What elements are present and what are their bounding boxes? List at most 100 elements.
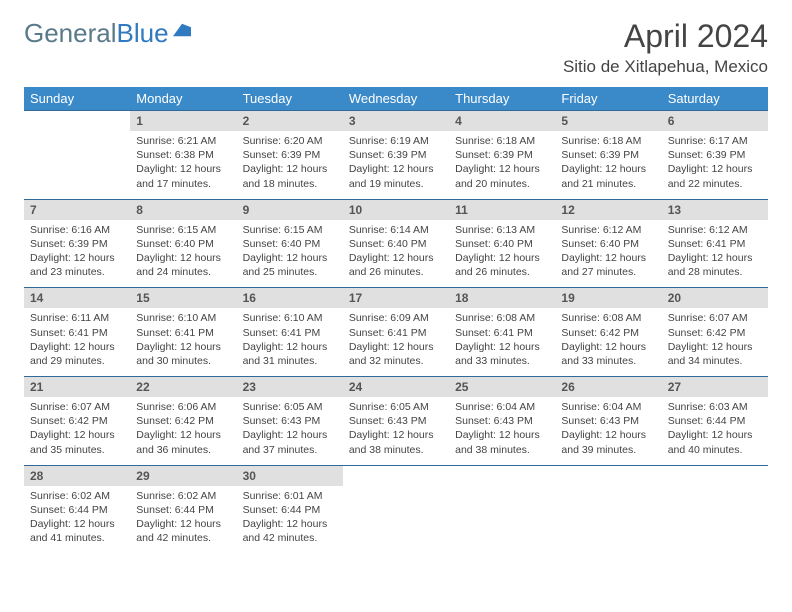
sunset-line: Sunset: 6:42 PM <box>668 326 762 340</box>
daylight-line: Daylight: 12 hours and 38 minutes. <box>349 428 443 456</box>
daylight-line: Daylight: 12 hours and 39 minutes. <box>561 428 655 456</box>
daylight-line: Daylight: 12 hours and 33 minutes. <box>561 340 655 368</box>
sunrise-line: Sunrise: 6:03 AM <box>668 400 762 414</box>
content-row: Sunrise: 6:07 AMSunset: 6:42 PM Daylight:… <box>24 397 768 465</box>
sunrise-line: Sunrise: 6:15 AM <box>243 223 337 237</box>
sunrise-line: Sunrise: 6:10 AM <box>136 311 230 325</box>
sunset-line: Sunset: 6:41 PM <box>136 326 230 340</box>
daylight-line: Daylight: 12 hours and 33 minutes. <box>455 340 549 368</box>
sunrise-line: Sunrise: 6:16 AM <box>30 223 124 237</box>
daylight-line: Daylight: 12 hours and 37 minutes. <box>243 428 337 456</box>
sunset-line: Sunset: 6:43 PM <box>455 414 549 428</box>
day-cell: Sunrise: 6:04 AMSunset: 6:43 PMDaylight:… <box>555 397 661 465</box>
empty-cell <box>449 486 555 554</box>
sunset-line: Sunset: 6:42 PM <box>561 326 655 340</box>
sunrise-line: Sunrise: 6:02 AM <box>30 489 124 503</box>
logo: General Blue <box>24 18 191 49</box>
day-number: 3 <box>343 111 449 132</box>
sunrise-line: Sunrise: 6:04 AM <box>561 400 655 414</box>
day-number: 9 <box>237 199 343 220</box>
day-number: 7 <box>24 199 130 220</box>
day-number: 5 <box>555 111 661 132</box>
daynum-row: 282930 <box>24 465 768 486</box>
daylight-line: Daylight: 12 hours and 31 minutes. <box>243 340 337 368</box>
sunset-line: Sunset: 6:40 PM <box>455 237 549 251</box>
sunset-line: Sunset: 6:43 PM <box>349 414 443 428</box>
daynum-row: 21222324252627 <box>24 377 768 398</box>
day-cell: Sunrise: 6:07 AMSunset: 6:42 PMDaylight:… <box>24 397 130 465</box>
day-cell: Sunrise: 6:08 AMSunset: 6:41 PMDaylight:… <box>449 308 555 376</box>
sunrise-line: Sunrise: 6:17 AM <box>668 134 762 148</box>
logo-text-blue: Blue <box>117 18 169 49</box>
title-block: April 2024 Sitio de Xitlapehua, Mexico <box>563 18 768 77</box>
sunset-line: Sunset: 6:43 PM <box>243 414 337 428</box>
sunset-line: Sunset: 6:41 PM <box>668 237 762 251</box>
content-row: Sunrise: 6:21 AMSunset: 6:38 PMDaylight:… <box>24 131 768 199</box>
daylight-line: Daylight: 12 hours and 41 minutes. <box>30 517 124 545</box>
dow-wed: Wednesday <box>343 87 449 111</box>
location: Sitio de Xitlapehua, Mexico <box>563 57 768 77</box>
day-cell: Sunrise: 6:04 AMSunset: 6:43 PMDaylight:… <box>449 397 555 465</box>
header: General Blue April 2024 Sitio de Xitlape… <box>24 18 768 77</box>
day-number: 28 <box>24 465 130 486</box>
day-number: 1 <box>130 111 236 132</box>
day-cell: Sunrise: 6:05 AMSunset: 6:43 PMDaylight:… <box>343 397 449 465</box>
day-number: 16 <box>237 288 343 309</box>
daylight-line: Daylight: 12 hours and 22 minutes. <box>668 162 762 190</box>
sunrise-line: Sunrise: 6:04 AM <box>455 400 549 414</box>
day-number: 8 <box>130 199 236 220</box>
day-cell: Sunrise: 6:19 AMSunset: 6:39 PMDaylight:… <box>343 131 449 199</box>
sunset-line: Sunset: 6:39 PM <box>30 237 124 251</box>
day-number: 24 <box>343 377 449 398</box>
sunset-line: Sunset: 6:40 PM <box>136 237 230 251</box>
sunset-line: Sunset: 6:39 PM <box>455 148 549 162</box>
day-cell: Sunrise: 6:07 AMSunset: 6:42 PMDaylight:… <box>662 308 768 376</box>
daylight-line: Daylight: 12 hours and 17 minutes. <box>136 162 230 190</box>
empty-cell <box>343 486 449 554</box>
sunrise-line: Sunrise: 6:06 AM <box>136 400 230 414</box>
sunrise-line: Sunrise: 6:18 AM <box>455 134 549 148</box>
daylight-line: Daylight: 12 hours and 24 minutes. <box>136 251 230 279</box>
daynum-row: 14151617181920 <box>24 288 768 309</box>
sunrise-line: Sunrise: 6:20 AM <box>243 134 337 148</box>
sunrise-line: Sunrise: 6:11 AM <box>30 311 124 325</box>
empty-daynum <box>24 111 130 132</box>
dow-mon: Monday <box>130 87 236 111</box>
day-cell: Sunrise: 6:02 AMSunset: 6:44 PMDaylight:… <box>24 486 130 554</box>
sunrise-line: Sunrise: 6:07 AM <box>30 400 124 414</box>
sunset-line: Sunset: 6:39 PM <box>561 148 655 162</box>
day-cell: Sunrise: 6:13 AMSunset: 6:40 PMDaylight:… <box>449 220 555 288</box>
day-cell: Sunrise: 6:06 AMSunset: 6:42 PMDaylight:… <box>130 397 236 465</box>
day-cell: Sunrise: 6:14 AMSunset: 6:40 PMDaylight:… <box>343 220 449 288</box>
sunset-line: Sunset: 6:39 PM <box>243 148 337 162</box>
day-number: 30 <box>237 465 343 486</box>
sunrise-line: Sunrise: 6:09 AM <box>349 311 443 325</box>
daylight-line: Daylight: 12 hours and 20 minutes. <box>455 162 549 190</box>
day-cell: Sunrise: 6:21 AMSunset: 6:38 PMDaylight:… <box>130 131 236 199</box>
day-cell: Sunrise: 6:10 AMSunset: 6:41 PMDaylight:… <box>130 308 236 376</box>
sunrise-line: Sunrise: 6:14 AM <box>349 223 443 237</box>
sunset-line: Sunset: 6:42 PM <box>30 414 124 428</box>
sunrise-line: Sunrise: 6:15 AM <box>136 223 230 237</box>
sunset-line: Sunset: 6:40 PM <box>561 237 655 251</box>
day-cell: Sunrise: 6:18 AMSunset: 6:39 PMDaylight:… <box>449 131 555 199</box>
empty-daynum <box>449 465 555 486</box>
dow-tue: Tuesday <box>237 87 343 111</box>
daylight-line: Daylight: 12 hours and 32 minutes. <box>349 340 443 368</box>
empty-cell <box>555 486 661 554</box>
sunset-line: Sunset: 6:40 PM <box>243 237 337 251</box>
sunrise-line: Sunrise: 6:12 AM <box>668 223 762 237</box>
day-number: 29 <box>130 465 236 486</box>
sunset-line: Sunset: 6:40 PM <box>349 237 443 251</box>
daylight-line: Daylight: 12 hours and 29 minutes. <box>30 340 124 368</box>
day-cell: Sunrise: 6:12 AMSunset: 6:40 PMDaylight:… <box>555 220 661 288</box>
day-cell: Sunrise: 6:15 AMSunset: 6:40 PMDaylight:… <box>237 220 343 288</box>
daylight-line: Daylight: 12 hours and 30 minutes. <box>136 340 230 368</box>
sunrise-line: Sunrise: 6:08 AM <box>455 311 549 325</box>
day-number: 22 <box>130 377 236 398</box>
empty-daynum <box>343 465 449 486</box>
day-cell: Sunrise: 6:05 AMSunset: 6:43 PMDaylight:… <box>237 397 343 465</box>
daylight-line: Daylight: 12 hours and 23 minutes. <box>30 251 124 279</box>
day-cell: Sunrise: 6:08 AMSunset: 6:42 PMDaylight:… <box>555 308 661 376</box>
sunset-line: Sunset: 6:41 PM <box>455 326 549 340</box>
